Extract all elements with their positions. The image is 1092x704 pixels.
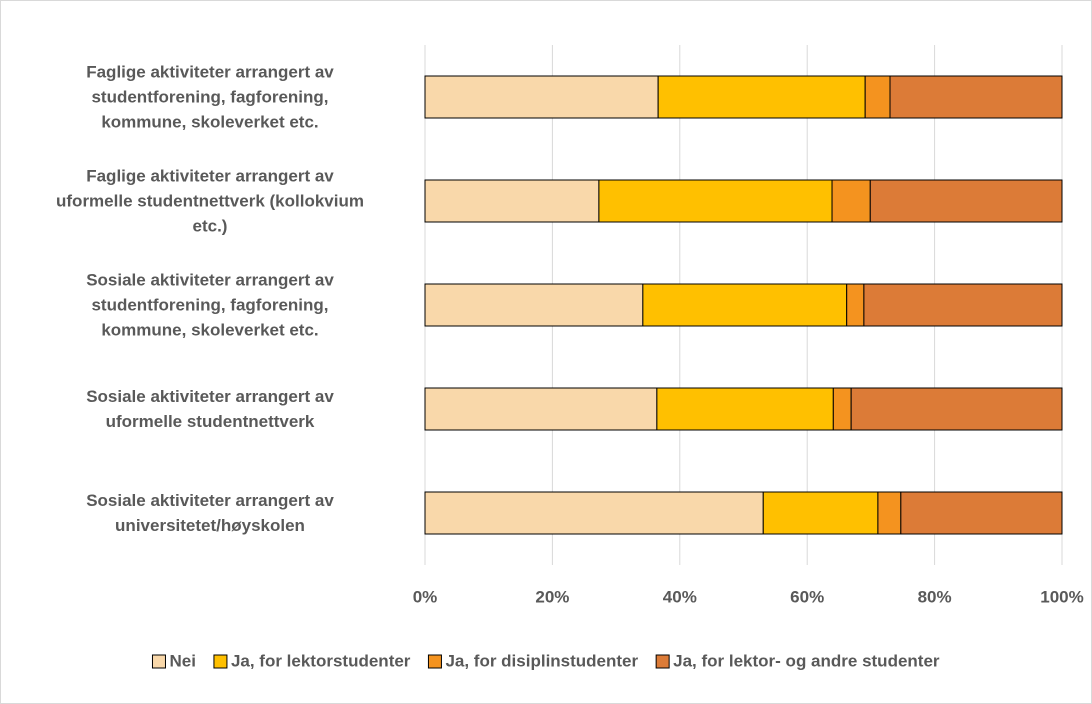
x-tick-label: 80% <box>918 587 952 606</box>
bar-segment <box>900 491 1063 535</box>
y-tick-label: Sosiale aktiviteter arrangert av univers… <box>86 491 334 535</box>
legend-label: Ja, for lektorstudenter <box>231 651 411 670</box>
y-tick-label: Sosiale aktiviteter arrangert av uformel… <box>86 387 334 431</box>
x-tick-label: 40% <box>663 587 697 606</box>
bar-segment <box>762 491 879 535</box>
bar-segment <box>424 283 644 327</box>
bar-segment <box>424 491 764 535</box>
bar-segment <box>869 179 1063 223</box>
bar-segment <box>657 75 866 119</box>
bar-segment <box>831 179 871 223</box>
legend-label: Ja, for lektor- og andre studenter <box>673 651 940 670</box>
bar-segment <box>864 75 891 119</box>
bar-segment <box>850 387 1063 431</box>
bar-segment <box>598 179 833 223</box>
legend-swatch <box>151 654 166 669</box>
x-tick-label: 20% <box>535 587 569 606</box>
legend-swatch <box>213 654 228 669</box>
legend-swatch <box>427 654 442 669</box>
legend-swatch <box>655 654 670 669</box>
y-tick-label: Sosiale aktiviteter arrangert av student… <box>86 270 334 340</box>
y-tick-label: Faglige aktiviteter arrangert av uformel… <box>56 166 364 236</box>
bar-segment <box>642 283 848 327</box>
legend-label: Nei <box>169 651 195 670</box>
x-tick-label: 60% <box>790 587 824 606</box>
bar-segment <box>863 283 1063 327</box>
bar-segment <box>877 491 902 535</box>
bar-segment <box>832 387 852 431</box>
bar-segment <box>424 179 600 223</box>
bar-segment <box>424 387 658 431</box>
bar-segment <box>656 387 834 431</box>
legend-label: Ja, for disiplinstudenter <box>445 651 638 670</box>
x-tick-label: 0% <box>413 587 438 606</box>
bar-segment <box>846 283 865 327</box>
y-tick-label: Faglige aktiviteter arrangert av student… <box>86 62 334 132</box>
bar-segment <box>889 75 1063 119</box>
bar-segment <box>424 75 659 119</box>
x-tick-label: 100% <box>1040 587 1083 606</box>
